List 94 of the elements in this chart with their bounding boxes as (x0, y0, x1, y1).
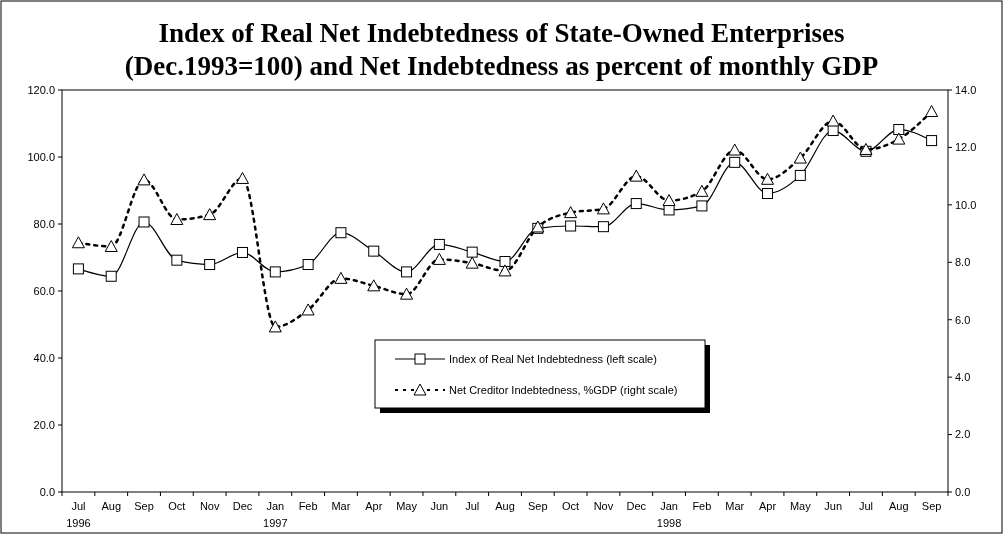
point (762, 188, 774, 200)
x-tick-label: May (789, 500, 812, 512)
y-tick-label: 120.0 (27, 83, 55, 96)
y-tick-label: 60.0 (33, 284, 55, 297)
x-tick-label: Jun (824, 500, 843, 512)
x-tick-label: Aug (495, 500, 515, 512)
x-tick-label: Nov (593, 500, 614, 512)
y-tick-label: 0.0 (39, 485, 55, 498)
point (498, 264, 512, 277)
y-tick-label: 100.0 (27, 150, 55, 163)
point (729, 156, 741, 168)
point (893, 124, 905, 136)
x-tick-label: Apr (365, 500, 383, 512)
x-tick-label: Sep (921, 500, 942, 512)
point (926, 135, 938, 147)
point (466, 246, 478, 258)
y-tick-label: 40.0 (33, 351, 55, 364)
point (892, 132, 906, 145)
point (827, 125, 839, 137)
point (268, 320, 282, 333)
point (695, 184, 709, 197)
point (72, 263, 84, 275)
point (401, 266, 413, 278)
x-tick-label: Jul (465, 500, 480, 512)
y2-tick-label: 14.0 (955, 83, 977, 96)
point (400, 287, 414, 300)
point (433, 238, 445, 250)
point (368, 245, 380, 257)
x-tick-label: Dec (626, 500, 647, 512)
y2-tick-label: 12.0 (955, 141, 977, 154)
point (629, 169, 643, 182)
x-tick-label: Oct (562, 500, 580, 512)
point (334, 271, 348, 284)
point (335, 227, 347, 239)
x-tick-label: Mar (725, 500, 745, 512)
x-tick-label: Feb (298, 500, 318, 512)
point (301, 303, 315, 316)
point (925, 105, 939, 118)
legend-label: Net Creditor Indebtedness, %GDP (right scale) (449, 383, 678, 396)
y2-tick-label: 4.0 (955, 370, 971, 383)
point (104, 239, 118, 252)
y-tick-label: 20.0 (33, 418, 55, 431)
point (465, 256, 479, 269)
point (499, 256, 511, 268)
x-tick-label: Nov (199, 500, 220, 512)
point (367, 279, 381, 292)
point (432, 252, 446, 265)
x-tick-label: Aug (888, 500, 909, 512)
y-tick-label: 80.0 (33, 217, 55, 230)
point (236, 246, 248, 258)
point (794, 169, 806, 181)
point (761, 172, 775, 185)
x-tick-label: Jun (430, 500, 449, 512)
point (696, 200, 708, 212)
point (793, 151, 807, 164)
point (564, 206, 578, 219)
x-tick-label: Aug (101, 500, 122, 512)
point (728, 143, 742, 156)
y2-tick-label: 10.0 (955, 198, 977, 211)
legend-label: Index of Real Net Indebtedness (left scale) (449, 352, 657, 365)
point (597, 221, 609, 233)
point (204, 259, 216, 271)
y2-tick-label: 0.0 (955, 485, 971, 498)
point (826, 114, 840, 127)
x-tick-label: Dec (232, 500, 253, 512)
x-tick-label: Jul (858, 500, 873, 512)
x-tick-label: Mar (331, 500, 351, 512)
point (203, 208, 217, 221)
y2-tick-label: 6.0 (955, 313, 971, 326)
point (596, 202, 610, 215)
point (269, 266, 281, 278)
point (630, 198, 642, 210)
chart-title: Index of Real Net Indebtedness of State-Owned Enterprises (Dec.1993=100) and Net Indebtedness as percent of monthly GDP (124, 18, 879, 81)
point (137, 173, 151, 186)
x-tick-label: Oct (168, 500, 186, 512)
x-tick-label: Jul 1996 (66, 500, 91, 529)
point (138, 216, 150, 228)
x-tick-label: Jan 1998 (656, 500, 682, 529)
point (71, 236, 85, 249)
point (235, 171, 249, 184)
x-tick-label: Apr (758, 500, 777, 512)
point (171, 254, 183, 266)
x-tick-label: May (396, 500, 418, 512)
point (170, 213, 184, 225)
x-tick-label: Sep (528, 500, 548, 512)
point (302, 259, 314, 271)
y2-tick-label: 8.0 (955, 256, 971, 269)
point (662, 194, 676, 207)
y2-tick-label: 2.0 (955, 428, 971, 441)
point (105, 270, 117, 282)
x-tick-label: Sep (134, 500, 154, 512)
x-tick-label: Jan 1997 (263, 500, 288, 529)
x-tick-label: Feb (692, 500, 712, 512)
point (565, 220, 577, 232)
